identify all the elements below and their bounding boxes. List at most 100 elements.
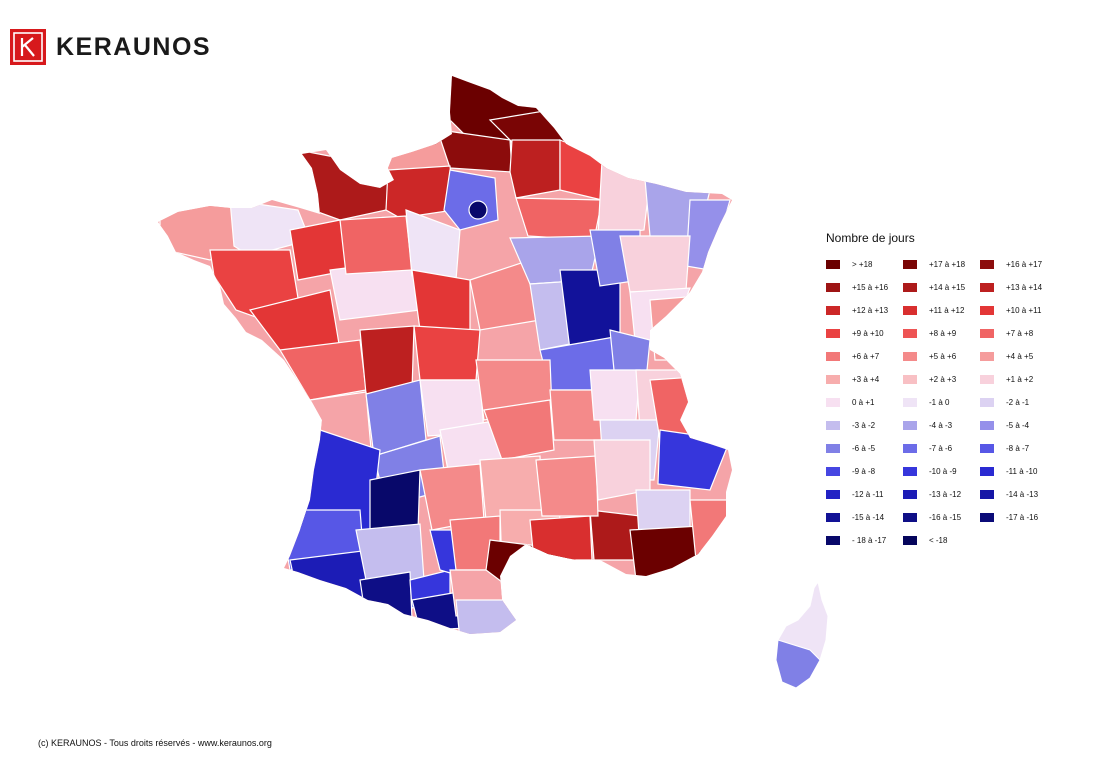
legend-item: -5 à -4 <box>980 418 1057 432</box>
legend-swatch <box>980 420 994 430</box>
legend-swatch <box>903 512 917 522</box>
legend-swatch <box>980 328 994 338</box>
legend-item: -9 à -8 <box>826 464 903 478</box>
legend-item: -15 à -14 <box>826 510 903 524</box>
legend-label: -14 à -13 <box>1006 489 1039 499</box>
legend-swatch <box>903 374 917 384</box>
legend-item: +10 à +11 <box>980 303 1057 317</box>
legend-swatch <box>826 351 840 361</box>
legend-swatch <box>980 374 994 384</box>
legend-label: +1 à +2 <box>1006 374 1034 384</box>
legend-swatch <box>980 512 994 522</box>
legend-label: 0 à +1 <box>852 397 875 407</box>
legend-label: +4 à +5 <box>1006 351 1034 361</box>
legend-item: +3 à +4 <box>826 372 903 386</box>
legend-item: +7 à +8 <box>980 326 1057 340</box>
legend-item: +6 à +7 <box>826 349 903 363</box>
legend-label: +3 à +4 <box>852 374 880 384</box>
legend-item: -4 à -3 <box>903 418 980 432</box>
legend-item: -16 à -15 <box>903 510 980 524</box>
legend-swatch <box>980 466 994 476</box>
legend-swatch <box>826 259 840 269</box>
legend-item: -12 à -11 <box>826 487 903 501</box>
legend-label: +16 à +17 <box>1006 259 1043 269</box>
legend-swatch <box>826 489 840 499</box>
legend-swatch <box>903 466 917 476</box>
legend-swatch <box>826 282 840 292</box>
legend-item: -3 à -2 <box>826 418 903 432</box>
legend-item: +4 à +5 <box>980 349 1057 363</box>
legend-item: +12 à +13 <box>826 303 903 317</box>
legend-label: -15 à -14 <box>852 512 885 522</box>
keraunos-logo: KERAUNOS <box>10 29 211 65</box>
legend-label: -10 à -9 <box>929 466 957 476</box>
legend-item: > +18 <box>826 257 903 271</box>
legend-label: -1 à 0 <box>929 397 950 407</box>
legend-item: -1 à 0 <box>903 395 980 409</box>
legend-label: +10 à +11 <box>1006 305 1042 315</box>
legend-label: -2 à -1 <box>1006 397 1030 407</box>
legend-item: +9 à +10 <box>826 326 903 340</box>
legend-label: < -18 <box>929 535 948 545</box>
legend-label: -6 à -5 <box>852 443 876 453</box>
legend-swatch <box>826 466 840 476</box>
legend-label: +9 à +10 <box>852 328 884 338</box>
legend-swatch <box>903 328 917 338</box>
legend-item: -11 à -10 <box>980 464 1057 478</box>
legend-label: - 18 à -17 <box>852 535 887 545</box>
legend-label: -16 à -15 <box>929 512 962 522</box>
legend-item: -13 à -12 <box>903 487 980 501</box>
legend-item: +5 à +6 <box>903 349 980 363</box>
legend-swatch <box>826 328 840 338</box>
legend-label: -9 à -8 <box>852 466 876 476</box>
legend-item: +8 à +9 <box>903 326 980 340</box>
legend-label: -4 à -3 <box>929 420 953 430</box>
legend-swatch <box>826 535 840 545</box>
legend-item: +2 à +3 <box>903 372 980 386</box>
legend-label: +15 à +16 <box>852 282 889 292</box>
legend-swatch <box>903 305 917 315</box>
legend-grid: > +18 +17 à +18 +16 à +17 +15 à +16 +14 … <box>826 257 1057 547</box>
legend-swatch <box>903 443 917 453</box>
legend-label: > +18 <box>852 259 873 269</box>
legend-item: - 18 à -17 <box>826 533 903 547</box>
legend-label: +7 à +8 <box>1006 328 1034 338</box>
legend-swatch <box>980 489 994 499</box>
legend-label: +17 à +18 <box>929 259 966 269</box>
legend-item: +13 à +14 <box>980 280 1057 294</box>
map-legend: Nombre de jours > +18 +17 à +18 +16 à +1… <box>826 231 1057 547</box>
legend-swatch <box>826 397 840 407</box>
legend-item: +17 à +18 <box>903 257 980 271</box>
legend-label: +6 à +7 <box>852 351 880 361</box>
legend-item: +11 à +12 <box>903 303 980 317</box>
brand-name: KERAUNOS <box>56 32 212 61</box>
legend-item: -8 à -7 <box>980 441 1057 455</box>
legend-swatch <box>980 259 994 269</box>
copyright-footer: (c) KERAUNOS - Tous droits réservés - ww… <box>38 738 272 748</box>
legend-swatch <box>980 443 994 453</box>
legend-label: -8 à -7 <box>1006 443 1030 453</box>
legend-swatch <box>980 351 994 361</box>
legend-item: +15 à +16 <box>826 280 903 294</box>
legend-label: +8 à +9 <box>929 328 957 338</box>
legend-label: +14 à +15 <box>929 282 966 292</box>
legend-title: Nombre de jours <box>826 231 915 245</box>
legend-item: +14 à +15 <box>903 280 980 294</box>
legend-item: < -18 <box>903 533 980 547</box>
legend-item: 0 à +1 <box>826 395 903 409</box>
legend-swatch <box>980 305 994 315</box>
logo-mark-icon <box>10 29 46 65</box>
legend-swatch <box>903 397 917 407</box>
legend-swatch <box>826 374 840 384</box>
legend-item: -10 à -9 <box>903 464 980 478</box>
legend-label: -12 à -11 <box>852 489 884 499</box>
legend-swatch <box>903 351 917 361</box>
legend-swatch <box>903 259 917 269</box>
legend-item: -7 à -6 <box>903 441 980 455</box>
legend-label: +11 à +12 <box>929 305 965 315</box>
legend-label: -11 à -10 <box>1006 466 1038 476</box>
france-map <box>150 60 840 705</box>
legend-swatch <box>826 512 840 522</box>
legend-swatch <box>826 305 840 315</box>
legend-item: +1 à +2 <box>980 372 1057 386</box>
